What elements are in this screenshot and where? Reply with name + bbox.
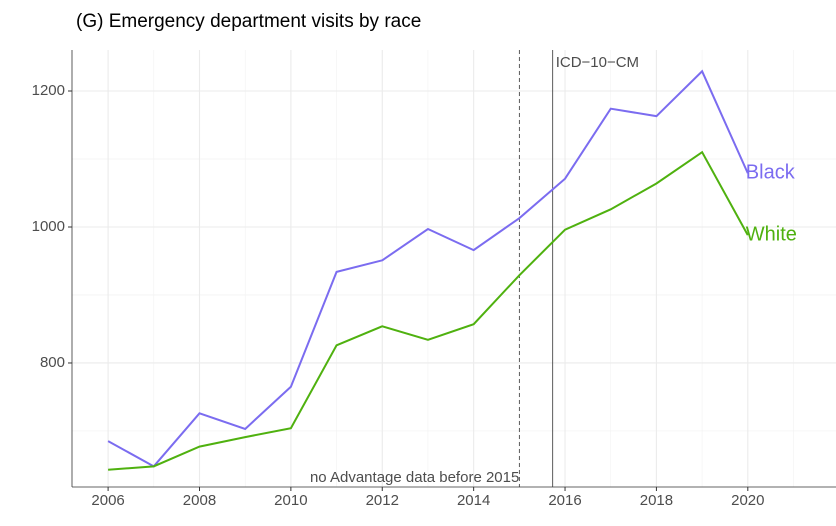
annotation: ICD−10−CM (556, 54, 639, 71)
x-tick-label: 2008 (183, 492, 216, 509)
series-label: Black (746, 162, 796, 184)
x-tick-label: 2020 (731, 492, 764, 509)
line (107, 69, 749, 468)
y-tick-label: 1200 (32, 82, 65, 99)
y-tick-label: 800 (40, 354, 65, 371)
series-label: White (746, 223, 797, 245)
y-tick-label: 1000 (32, 218, 65, 235)
x-tick-label: 2016 (548, 492, 581, 509)
chart-title: (G) Emergency department visits by race (76, 11, 421, 32)
x-tick-label: 2014 (457, 492, 490, 509)
x-tick-label: 2012 (366, 492, 399, 509)
x-tick-label: 2010 (274, 492, 307, 509)
line (108, 150, 749, 471)
x-tick-label: 2018 (640, 492, 673, 509)
x-tick-label: 2006 (91, 492, 124, 509)
annotation: no Advantage data before 2015 (310, 469, 519, 486)
